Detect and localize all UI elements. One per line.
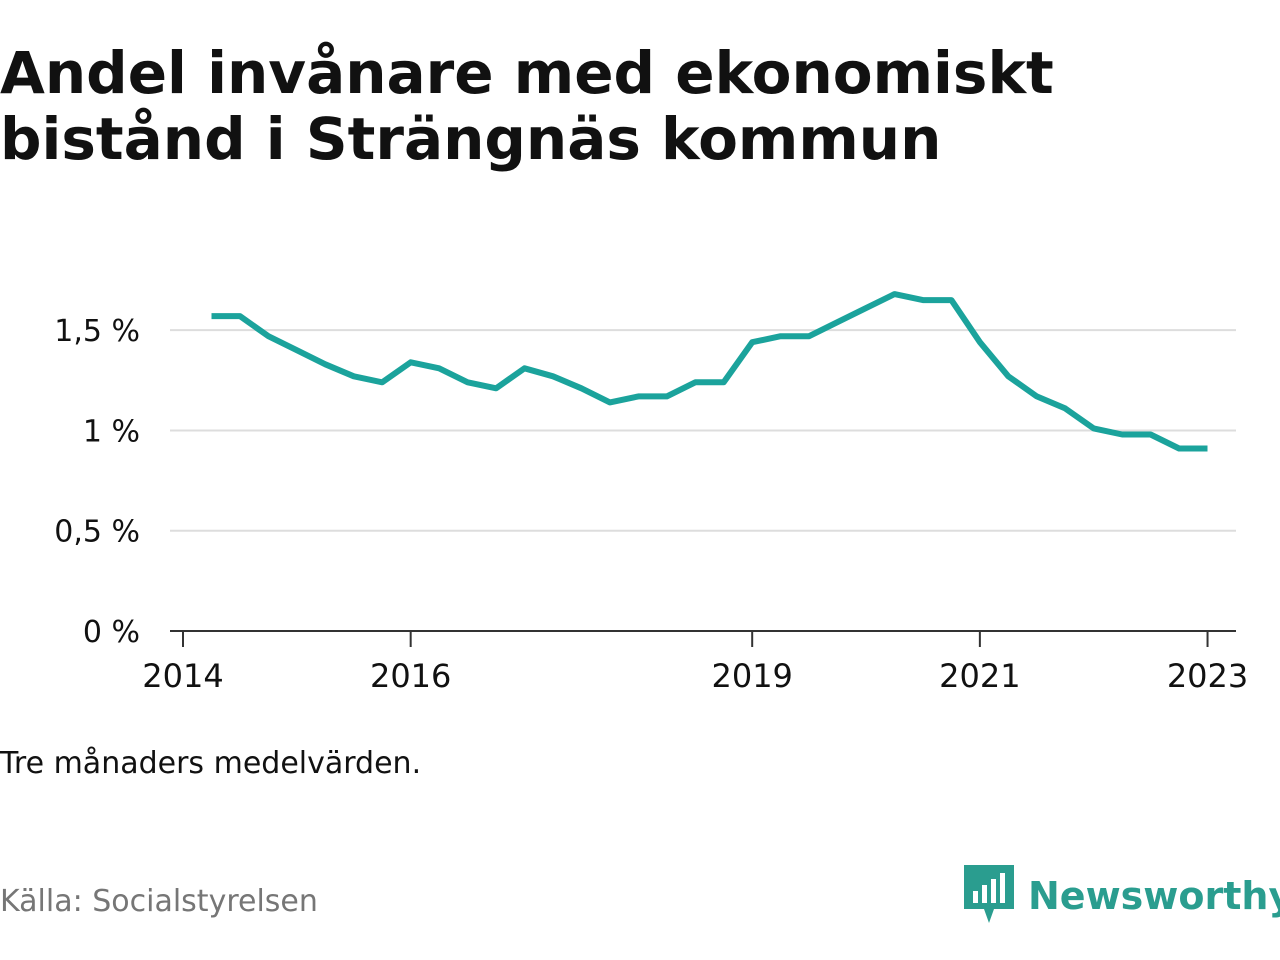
newsworthy-logo-icon <box>964 865 1014 923</box>
chart-title: Andel invånare med ekonomiskt bistånd i … <box>0 39 1054 173</box>
series-layer <box>211 291 1208 452</box>
y-tick-label: 0,5 % <box>54 515 140 550</box>
x-axis <box>170 630 1236 647</box>
x-axis-labels: 2014 2016 2019 2021 2023 <box>142 657 1248 695</box>
chart-note: Tre månaders medelvärden. <box>0 746 422 781</box>
y-tick-label: 1,5 % <box>54 314 140 349</box>
source-text: Källa: Socialstyrelsen <box>0 884 318 919</box>
x-tick-label: 2023 <box>1167 657 1248 695</box>
x-tick-label: 2019 <box>711 657 792 695</box>
x-tick-label: 2021 <box>939 657 1020 695</box>
brand-name: Newsworthy <box>1028 874 1280 918</box>
x-tick-label: 2014 <box>142 657 223 695</box>
line-chart: 0 % 0,5 % 1 % 1,5 % 2014 2016 2019 2021 2023 <box>54 291 1248 695</box>
brand-logo[interactable]: Newsworthy <box>964 864 1280 928</box>
y-axis-labels: 0 % 0,5 % 1 % 1,5 % <box>54 314 140 650</box>
x-tick-label: 2016 <box>370 657 451 695</box>
grid-lines <box>170 329 1236 532</box>
y-tick-label: 0 % <box>83 615 140 650</box>
y-tick-label: 1 % <box>83 414 140 449</box>
series-line <box>211 291 1208 452</box>
